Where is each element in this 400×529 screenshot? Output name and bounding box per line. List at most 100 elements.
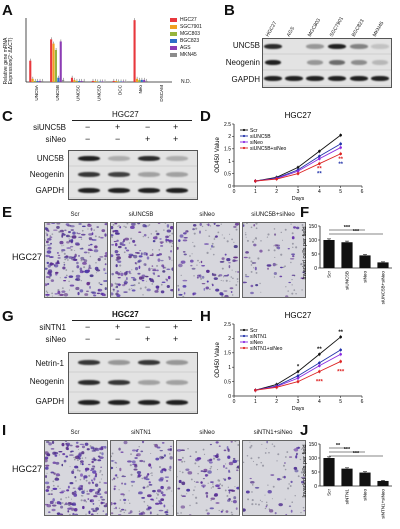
invaded-cell bbox=[73, 255, 76, 260]
invaded-cell bbox=[82, 261, 87, 265]
membrane-pore bbox=[193, 275, 195, 277]
invaded-cell bbox=[138, 259, 142, 263]
invaded-cell bbox=[132, 278, 137, 281]
membrane-pore bbox=[85, 479, 88, 482]
invaded-cell bbox=[45, 456, 49, 460]
invaded-cell bbox=[67, 485, 70, 489]
invaded-cell bbox=[81, 463, 84, 466]
invaded-cell bbox=[89, 285, 91, 289]
invaded-cell bbox=[92, 470, 97, 474]
invaded-cell bbox=[148, 277, 152, 281]
invaded-cell bbox=[45, 293, 50, 296]
invaded-cell bbox=[223, 449, 227, 452]
invaded-cell bbox=[84, 442, 89, 446]
membrane-pore bbox=[194, 462, 197, 465]
protein-band bbox=[351, 60, 367, 65]
a-tick-label: DCC bbox=[117, 84, 122, 95]
invaded-cell bbox=[134, 266, 139, 271]
invaded-cell bbox=[160, 498, 165, 502]
invaded-cell bbox=[163, 454, 167, 457]
a-bar bbox=[73, 79, 76, 82]
membrane-pore bbox=[231, 294, 234, 296]
membrane-pore bbox=[301, 224, 304, 226]
invaded-cell bbox=[61, 232, 65, 236]
protein-band bbox=[78, 360, 100, 365]
y-tick-label: 50 bbox=[311, 252, 317, 258]
invaded-cell bbox=[91, 488, 95, 491]
invaded-cell bbox=[56, 252, 59, 254]
invaded-cell bbox=[116, 283, 119, 285]
membrane-pore bbox=[246, 239, 249, 242]
membrane-pore bbox=[87, 251, 90, 254]
invaded-cell bbox=[180, 505, 186, 509]
membrane-pore bbox=[206, 251, 209, 254]
series-line bbox=[255, 147, 341, 182]
invaded-cell bbox=[227, 476, 231, 480]
membrane-pore bbox=[166, 488, 168, 491]
invaded-cell bbox=[283, 475, 286, 479]
invaded-cell bbox=[135, 449, 139, 452]
membrane-pore bbox=[217, 231, 220, 234]
invaded-cell bbox=[141, 441, 145, 444]
a-bar bbox=[112, 80, 115, 82]
a-bar bbox=[52, 43, 55, 82]
invaded-cell bbox=[128, 270, 131, 274]
invaded-cell bbox=[75, 278, 78, 280]
protein-band bbox=[138, 188, 160, 193]
invaded-cell bbox=[233, 256, 238, 259]
membrane-pore bbox=[141, 477, 144, 480]
invaded-cell bbox=[84, 293, 89, 296]
membrane-pore bbox=[183, 460, 186, 463]
invaded-cell bbox=[137, 473, 141, 478]
protein-band bbox=[108, 172, 130, 177]
membrane-pore bbox=[281, 239, 284, 241]
membrane-pore bbox=[260, 291, 262, 293]
a-bar bbox=[103, 81, 106, 82]
invaded-cell bbox=[292, 255, 295, 258]
invaded-cell bbox=[161, 493, 166, 497]
membrane-pore bbox=[74, 249, 76, 252]
condition-label: siNTN1 bbox=[130, 430, 151, 436]
x-tick-label: 3 bbox=[297, 189, 300, 195]
invaded-cell bbox=[233, 225, 237, 228]
invaded-cell bbox=[207, 459, 211, 462]
membrane-pore bbox=[300, 262, 303, 266]
membrane-pore bbox=[65, 496, 67, 499]
invaded-cell bbox=[213, 494, 218, 497]
a-tick-label: UNC5B bbox=[55, 85, 60, 101]
y-tick-label: 50 bbox=[311, 470, 317, 476]
invaded-cell bbox=[142, 223, 146, 228]
invaded-cell bbox=[97, 455, 101, 458]
membrane-pore bbox=[252, 267, 255, 269]
membrane-pore bbox=[151, 267, 153, 270]
invaded-cell bbox=[85, 468, 88, 472]
nd-label: N.D. bbox=[181, 79, 191, 85]
invaded-cell bbox=[54, 293, 58, 295]
panel-g-treatment-1: siNTN1 bbox=[39, 323, 66, 332]
invaded-cell bbox=[223, 478, 227, 481]
condition-label: siUNC5B+siNeo bbox=[251, 212, 295, 218]
membrane-pore bbox=[58, 454, 60, 456]
a-legend-swatch bbox=[170, 38, 177, 43]
invaded-cell bbox=[209, 507, 214, 510]
legend-marker bbox=[242, 128, 246, 132]
invaded-cell bbox=[61, 463, 64, 467]
invaded-cell bbox=[159, 477, 164, 481]
invaded-cell bbox=[166, 224, 170, 228]
invaded-cell bbox=[183, 292, 186, 295]
invaded-cell bbox=[148, 463, 152, 467]
membrane-pore bbox=[277, 453, 280, 456]
transwell-image bbox=[44, 440, 108, 516]
invaded-cell bbox=[111, 466, 114, 470]
invaded-cell bbox=[243, 256, 248, 259]
invaded-cell bbox=[54, 477, 60, 481]
invaded-cell bbox=[138, 512, 144, 515]
membrane-pore bbox=[49, 235, 52, 237]
invaded-cell bbox=[295, 226, 300, 230]
membrane-pore bbox=[244, 273, 247, 276]
invaded-cell bbox=[159, 449, 163, 452]
membrane-pore bbox=[285, 286, 287, 288]
invaded-cell bbox=[123, 291, 128, 293]
invaded-cell bbox=[200, 260, 203, 264]
invaded-cell bbox=[73, 490, 77, 495]
